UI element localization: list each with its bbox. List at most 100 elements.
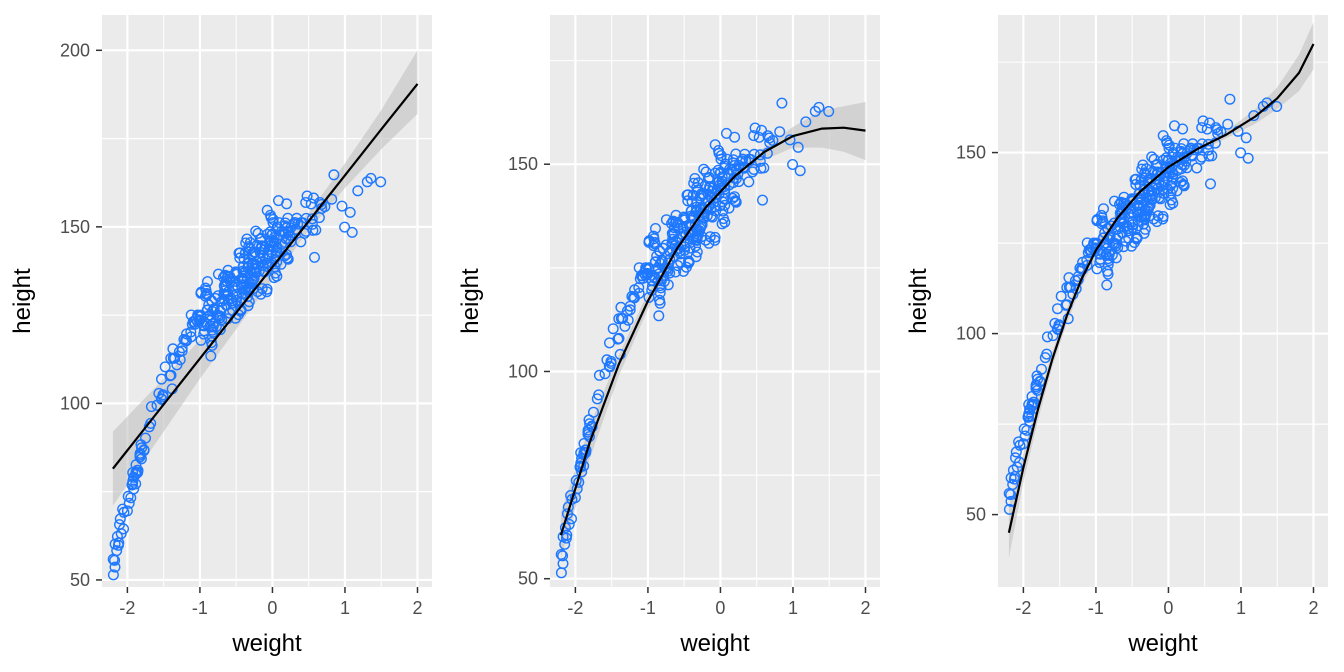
data-point	[696, 188, 708, 200]
data-point	[690, 234, 702, 246]
y-axis-title: height	[905, 268, 932, 334]
data-point	[1146, 193, 1158, 205]
data-point	[740, 155, 752, 167]
data-point	[1153, 175, 1165, 187]
x-tick-label: 1	[340, 598, 350, 618]
data-point	[757, 194, 769, 206]
data-point	[195, 334, 207, 346]
data-point	[607, 323, 619, 335]
data-point	[1142, 203, 1154, 215]
data-point	[1055, 290, 1067, 302]
data-point	[1108, 195, 1120, 207]
data-point	[1115, 208, 1127, 220]
x-tick-label: 0	[267, 598, 277, 618]
x-tick-label: -2	[567, 598, 583, 618]
data-point	[1126, 193, 1138, 205]
data-point	[1095, 218, 1107, 230]
data-point	[640, 263, 652, 275]
data-point	[281, 198, 293, 210]
data-point	[109, 538, 121, 550]
data-point	[361, 176, 373, 188]
data-point	[687, 189, 699, 201]
data-point	[246, 276, 258, 288]
data-point	[1007, 479, 1019, 491]
data-point	[685, 205, 697, 217]
data-point	[1091, 263, 1103, 275]
x-axis-title: weight	[679, 630, 750, 657]
data-point	[613, 332, 625, 344]
x-tick-label: -2	[119, 598, 135, 618]
data-point	[557, 550, 569, 562]
data-point	[648, 240, 660, 252]
data-point	[662, 279, 674, 291]
data-point	[1240, 132, 1252, 144]
data-point	[709, 234, 721, 246]
data-point	[1112, 223, 1124, 235]
data-point	[199, 290, 211, 302]
x-tick-label: 2	[1308, 598, 1318, 618]
data-point	[1248, 110, 1260, 122]
data-point	[114, 513, 126, 525]
data-point	[1171, 185, 1183, 197]
data-point	[117, 523, 129, 535]
data-point	[242, 291, 254, 303]
data-point	[747, 166, 759, 178]
data-point	[1197, 115, 1209, 127]
data-point	[1077, 256, 1089, 268]
data-point	[1024, 403, 1036, 415]
data-point	[339, 221, 351, 233]
data-point	[716, 218, 728, 230]
data-point	[181, 328, 193, 340]
data-point	[109, 561, 121, 573]
data-point	[1098, 232, 1110, 244]
data-point	[776, 97, 788, 109]
data-point	[1165, 194, 1177, 206]
data-point	[654, 294, 666, 306]
data-point	[1224, 93, 1236, 105]
data-point	[1101, 265, 1113, 277]
data-point	[201, 276, 213, 288]
data-point	[605, 355, 617, 367]
data-point	[667, 233, 679, 245]
data-point	[1112, 242, 1124, 254]
data-point	[1102, 259, 1114, 271]
data-point	[261, 286, 273, 298]
x-tick-label: 0	[715, 598, 725, 618]
data-point	[643, 291, 655, 303]
data-point	[173, 346, 185, 358]
data-point	[1206, 150, 1218, 162]
data-point	[1101, 279, 1113, 291]
y-tick-label: 100	[508, 361, 538, 381]
y-tick-label: 50	[70, 570, 90, 590]
data-point	[1148, 153, 1160, 165]
data-point	[559, 538, 571, 550]
data-point	[1039, 352, 1051, 364]
data-point	[622, 314, 634, 326]
data-point	[736, 155, 748, 167]
data-point	[1019, 430, 1031, 442]
data-point	[111, 531, 123, 543]
data-point	[157, 389, 169, 401]
data-point	[245, 265, 257, 277]
data-point	[730, 196, 742, 208]
data-point	[195, 309, 207, 321]
data-point	[650, 222, 662, 234]
panel-background	[550, 15, 880, 587]
y-tick-label: 100	[60, 393, 90, 413]
data-point	[310, 224, 322, 236]
data-point	[557, 531, 569, 543]
data-point	[1178, 159, 1190, 171]
data-point	[718, 213, 730, 225]
data-point	[220, 280, 232, 292]
data-point	[593, 369, 605, 381]
data-point	[1167, 171, 1179, 183]
data-point	[709, 201, 721, 213]
data-point	[1013, 436, 1025, 448]
data-point	[328, 169, 340, 181]
data-point	[336, 200, 348, 212]
data-point	[1022, 411, 1034, 423]
data-point	[670, 266, 682, 278]
data-point	[117, 503, 129, 515]
data-point	[748, 130, 760, 142]
